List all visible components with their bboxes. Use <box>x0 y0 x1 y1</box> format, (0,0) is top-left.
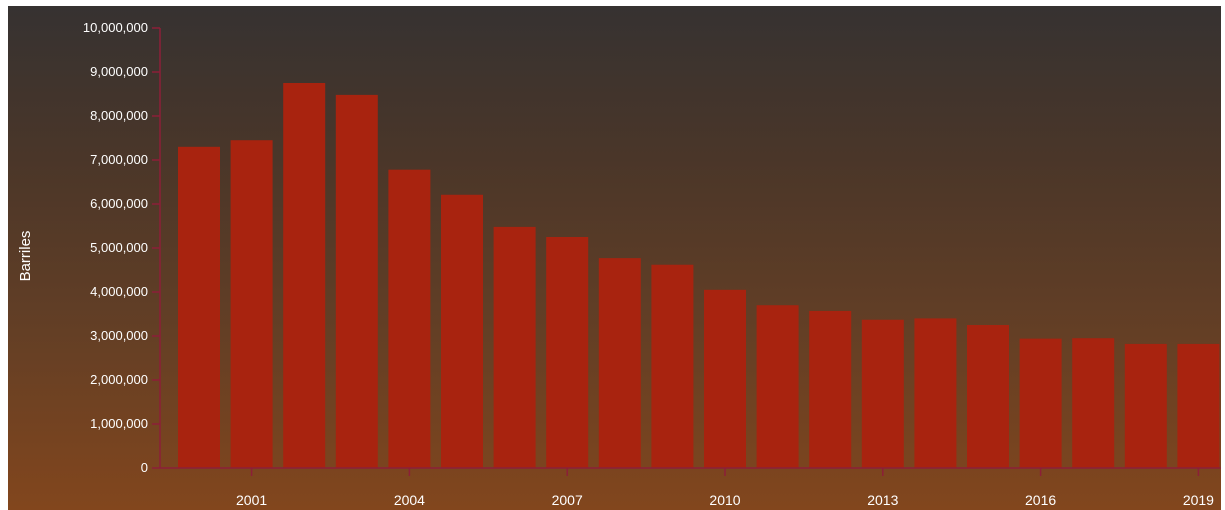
x-ticks: 2001 2004 2007 2010 2013 2016 2019 <box>236 468 1214 508</box>
bar-2003 <box>335 94 378 468</box>
y-tick-label: 10,000,000 <box>83 20 148 35</box>
bar-2004 <box>388 169 431 468</box>
x-tick-label: 2010 <box>709 492 740 508</box>
y-axis-label: Barriles <box>17 231 34 282</box>
bar-2013 <box>861 319 904 468</box>
y-tick-label: 8,000,000 <box>90 108 148 123</box>
x-tick-label: 2001 <box>236 492 267 508</box>
y-tick-label: 7,000,000 <box>90 152 148 167</box>
chart-container: 0 1,000,000 2,000,000 3,000,000 4,000,000 5,0… <box>8 6 1221 510</box>
y-tick-label: 6,000,000 <box>90 196 148 211</box>
bar-2011 <box>756 305 799 468</box>
y-tick-label: 4,000,000 <box>90 284 148 299</box>
bar-2010 <box>704 289 746 468</box>
bar-2014 <box>914 318 957 468</box>
bar-2001 <box>230 140 273 468</box>
bar-2005 <box>441 194 483 468</box>
y-tick-label: 9,000,000 <box>90 64 148 79</box>
bar-2000 <box>178 146 220 469</box>
x-tick-label: 2013 <box>867 492 898 508</box>
bar-2018 <box>1124 343 1167 468</box>
bar-2016 <box>1019 338 1062 468</box>
bar-2009 <box>651 264 694 468</box>
bar-2017 <box>1072 338 1115 468</box>
x-tick-label: 2007 <box>552 492 583 508</box>
bar-chart: 0 1,000,000 2,000,000 3,000,000 4,000,000 5,0… <box>17 20 1221 508</box>
x-tick-label: 2016 <box>1025 492 1056 508</box>
y-tick-label: 5,000,000 <box>90 240 148 255</box>
bar-2019 <box>1177 343 1220 468</box>
bar-2006 <box>493 226 536 468</box>
y-tick-label: 2,000,000 <box>90 372 148 387</box>
bar-2008 <box>598 258 641 468</box>
y-tick-label: 1,000,000 <box>90 416 148 431</box>
bar-2002 <box>283 83 326 468</box>
x-tick-label: 2019 <box>1183 492 1214 508</box>
y-tick-label: 3,000,000 <box>90 328 148 343</box>
y-tick-label: 0 <box>141 460 148 475</box>
bar-2007 <box>546 237 589 468</box>
x-tick-label: 2004 <box>394 492 425 508</box>
bar-2012 <box>809 310 852 468</box>
y-ticks: 0 1,000,000 2,000,000 3,000,000 4,000,000 5,0… <box>83 20 160 475</box>
bar-2015 <box>967 325 1009 468</box>
bars-layer <box>178 83 1220 469</box>
